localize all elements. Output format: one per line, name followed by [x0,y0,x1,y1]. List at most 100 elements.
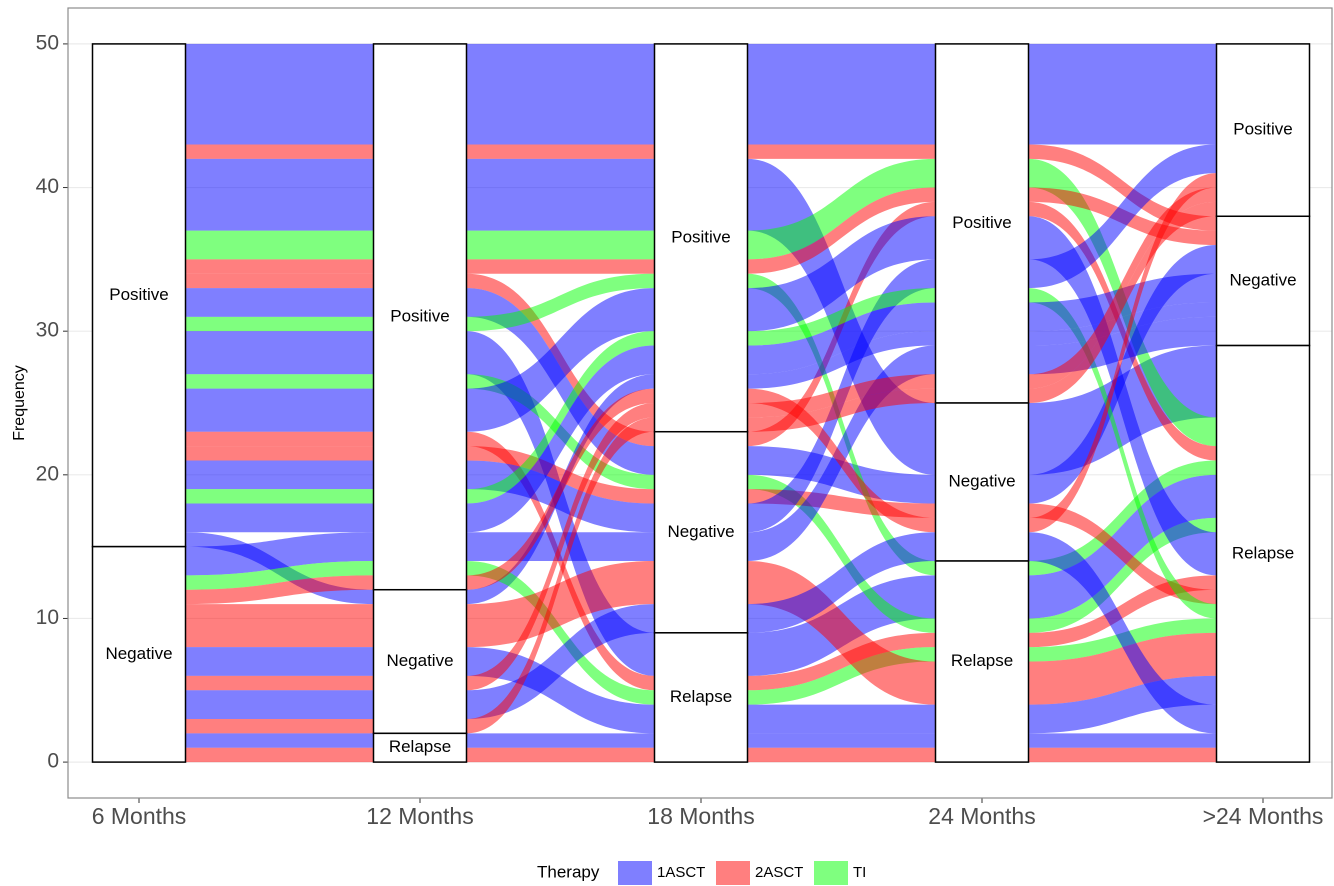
x-tick-label: 12 Months [366,803,473,829]
flow-ribbon [185,647,374,676]
flow-ribbon [1028,747,1217,763]
flow-ribbon [1028,187,1217,389]
flow-ribbon [1028,517,1217,633]
flow-ribbon [185,503,374,533]
stratum-label: Positive [1233,120,1293,139]
flow-ribbon [747,345,936,561]
flow-ribbon [466,273,655,332]
legend-title: Therapy [537,862,600,881]
flow-ribbon [185,747,374,763]
flow-ribbon [466,331,655,504]
flow-ribbon [747,733,936,748]
flow-ribbon [747,144,936,159]
x-tick-label: 24 Months [928,803,1035,829]
flow-ribbon [747,388,936,533]
y-tick-label: 40 [36,175,59,198]
flow-ribbon [466,259,655,274]
flows [185,43,1217,763]
y-tick-label: 30 [36,319,59,342]
y-tick-label: 50 [36,31,59,54]
stratum [934,43,1030,404]
flow-ribbon [747,331,936,389]
flow-ribbon [747,158,936,260]
flow-ribbon [1028,288,1217,619]
flow-ribbon [466,43,655,145]
flow-ribbon [747,632,936,691]
flow-ribbon [1028,144,1217,289]
flow-ribbon [747,43,936,145]
stratum [1215,215,1311,347]
flow-ribbon [185,460,374,490]
stratum [653,43,749,433]
flow-ribbon [1028,173,1217,533]
flow-ribbon [185,690,374,719]
flow-ribbon [185,259,374,274]
flow-ribbon [185,144,374,159]
flow-ribbon [466,158,655,231]
flow-ribbon [466,388,655,590]
stratum [372,43,468,591]
flow-ribbon [185,316,374,332]
stratum [91,545,187,763]
flow-ribbon [185,431,374,447]
stratum-label: Relapse [670,687,732,706]
stratum-label: Negative [1229,270,1296,289]
flow-ribbon [747,704,936,734]
flow-ribbon [185,388,374,432]
flow-ribbon [747,532,936,633]
flow-ribbon [185,489,374,504]
stratum-label: Negative [386,651,453,670]
stratum-label: Negative [667,522,734,541]
stratum [1215,43,1311,218]
flow-ribbon [747,288,936,346]
flow-ribbon [466,288,655,432]
flow-ribbon [185,446,374,461]
flow-ribbon [1028,632,1217,705]
flow-ribbon [747,273,936,576]
flow-ribbon [185,561,374,590]
y-axis-label: Frequency [11,365,28,441]
stratum-label: Positive [390,306,450,325]
flow-ribbon [185,374,374,389]
stratum [1215,344,1311,763]
stratum-label: Negative [105,644,172,663]
legend-label: 1ASCT [657,864,705,881]
flow-ribbon [466,446,655,504]
stratum [934,560,1030,763]
flow-ribbon [1028,43,1217,145]
legend-key [618,861,652,885]
y-tick-label: 10 [36,606,59,629]
stratum-label: Positive [109,285,169,304]
flow-ribbon [1028,302,1217,346]
flow-ribbon [466,561,655,648]
legend-key [814,861,848,885]
stratum [653,632,749,763]
flow-ribbon [747,187,936,274]
stratum [372,732,468,763]
flow-ribbon [747,474,936,633]
flow-ribbon [185,575,374,605]
flow-ribbon [185,273,374,289]
flow-ribbon [466,345,655,533]
flow-ribbon [1028,503,1217,605]
flow-ribbon [1028,245,1217,504]
flow-ribbon [185,331,374,375]
flow-ribbon [466,647,655,734]
flow-ribbon [185,675,374,691]
stratum [653,430,749,634]
stratum [934,402,1030,562]
flow-ribbon [466,144,655,159]
flow-ribbon [466,733,655,748]
x-tick-label: 18 Months [647,803,754,829]
flow-ribbon [185,230,374,260]
legend-label: TI [853,864,866,881]
flow-ribbon [1028,460,1217,576]
flow-ribbon [466,403,655,691]
flow-ribbon [185,43,374,145]
y-tick-label: 0 [47,750,59,773]
flow-ribbon [1028,201,1217,403]
stratum-label: Relapse [951,651,1013,670]
flow-ribbon [185,158,374,231]
flow-ribbon [747,374,936,418]
